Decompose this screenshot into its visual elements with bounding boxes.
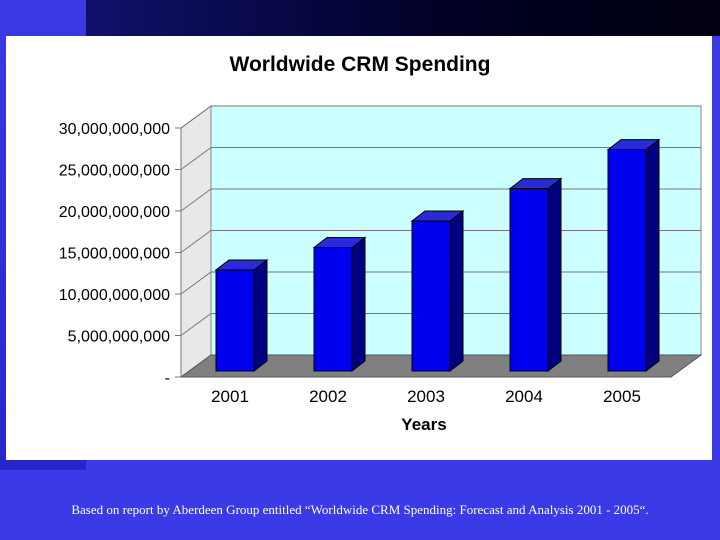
- bar-2005: [606, 138, 661, 373]
- bar-chart: Worldwide CRM Spending - 5,000,000,000 10,…: [59, 53, 703, 434]
- x-tick-label: 2003: [407, 387, 445, 406]
- y-tick-label: 25,000,000,000: [59, 163, 170, 180]
- bar-side: [351, 236, 366, 373]
- y-tick-label: 10,000,000,000: [59, 287, 170, 304]
- y-tick-label: 30,000,000,000: [59, 121, 170, 138]
- gridline: [180, 105, 701, 129]
- bar-side: [253, 258, 268, 373]
- x-tick-label: 2005: [603, 387, 641, 406]
- slide-top-band: [86, 0, 720, 36]
- bar-2003: [410, 209, 465, 373]
- bar-front: [313, 247, 353, 372]
- bar-2004: [508, 177, 563, 373]
- x-tick-label: 2004: [505, 387, 543, 406]
- source-caption: Based on report by Aberdeen Group entitl…: [71, 502, 649, 517]
- gridline: [180, 147, 701, 170]
- y-tick-label: 15,000,000,000: [59, 246, 170, 263]
- bar-front: [509, 188, 549, 372]
- bar-2001: [214, 258, 269, 373]
- bar-front: [215, 269, 255, 372]
- bar-side: [645, 138, 660, 373]
- bar-front: [607, 149, 647, 372]
- x-axis-label: Years: [401, 415, 446, 434]
- bar-2002: [312, 236, 367, 373]
- y-tick-label: 20,000,000,000: [59, 204, 170, 221]
- chart-title: Worldwide CRM Spending: [230, 53, 491, 76]
- x-tick-label: 2001: [211, 387, 249, 406]
- bar-side: [547, 177, 562, 373]
- y-tick-label: -: [165, 370, 170, 387]
- y-tick-label: 5,000,000,000: [68, 329, 170, 346]
- bar-front: [411, 220, 451, 372]
- chart-panel: Worldwide CRM Spending - 5,000,000,000 10,…: [6, 36, 712, 460]
- bar-side: [449, 209, 464, 373]
- x-tick-label: 2002: [309, 387, 347, 406]
